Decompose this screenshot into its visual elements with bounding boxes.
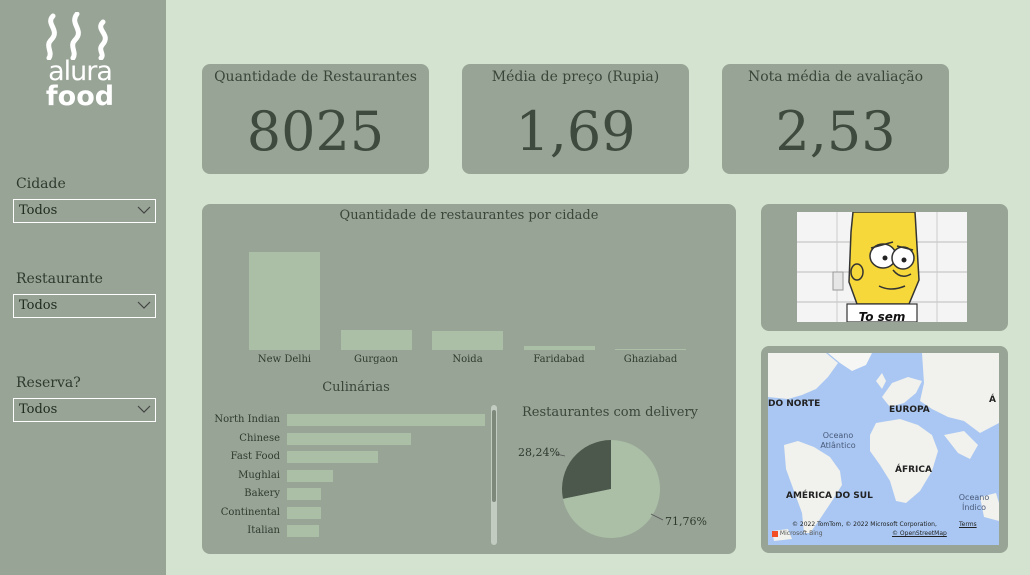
reserva-select[interactable]: Todos (13, 398, 156, 422)
cuisines-scroll-thumb[interactable] (492, 410, 496, 502)
map-label-indian-1: Oceano (958, 493, 990, 502)
bing-logo-text: Microsoft Bing (779, 530, 823, 537)
delivery-chart-title: Restaurantes com delivery (521, 405, 699, 420)
pie-leader-lines (555, 453, 664, 521)
map-label-africa: ÁFRICA (895, 465, 932, 475)
filter-label-cidade: Cidade (16, 176, 66, 192)
city-bar-label: Faridabad (533, 354, 585, 365)
chevron-down-icon (137, 405, 151, 413)
cuisine-label: Mughlai (238, 469, 280, 481)
cuisine-label: Fast Food (230, 451, 280, 462)
city-bar[interactable] (340, 330, 412, 350)
cuisine-bar[interactable] (287, 469, 333, 482)
kpi-title: Média de preço (Rupia) (491, 69, 660, 85)
bing-logo-icon (772, 530, 778, 537)
pie-slice[interactable] (563, 440, 660, 538)
city-bar-label: Noida (452, 354, 483, 365)
pie-label-no: 71,76% (665, 515, 707, 528)
cidade-select-value: Todos (19, 203, 58, 218)
kpi-value: 2,53 (775, 100, 896, 163)
chevron-down-icon (137, 206, 151, 214)
chevron-down-icon (137, 301, 151, 309)
cuisine-bar[interactable] (287, 414, 485, 426)
map-credit: © 2022 TomTom, © 2022 Microsoft Corporat… (792, 521, 937, 528)
filter-label-reserva: Reserva? (16, 375, 81, 391)
cuisine-bar[interactable] (287, 525, 320, 537)
city-bar-label: New Delhi (257, 354, 312, 365)
kpi-card-price: Média de preço (Rupia) 1,69 (462, 64, 689, 174)
cuisines-chart-title: Culinárias (322, 380, 390, 395)
restaurante-select[interactable]: Todos (13, 294, 156, 318)
cuisine-label: Chinese (239, 432, 280, 444)
cuisine-label: Italian (247, 525, 280, 536)
cuisine-label: Continental (220, 506, 280, 518)
cuisine-label: North Indian (214, 414, 280, 425)
map-label-indian-2: Índico (961, 503, 987, 512)
sidebar: alura food Cidade Todos Restaurante Todo… (0, 0, 166, 575)
map-label-atlantic-1: Oceano (822, 431, 854, 440)
bing-logo: Microsoft Bing (772, 530, 823, 537)
pie-label-yes: 28,24% (518, 446, 560, 459)
map-label-north-america: DO NORTE (768, 399, 821, 409)
logo-text-food: food (45, 81, 115, 112)
city-bar-label: Ghaziabad (623, 354, 678, 365)
reserva-select-value: Todos (19, 402, 58, 417)
cuisine-bar[interactable] (287, 451, 378, 463)
kpi-title: Nota média de avaliação (747, 69, 924, 85)
delivery-pie-chart[interactable] (560, 438, 662, 540)
logo-text-alura: alura (48, 56, 113, 87)
restaurante-select-value: Todos (19, 298, 58, 313)
cuisine-label: Bakery (244, 488, 280, 499)
city-bar[interactable] (432, 330, 503, 350)
city-bar[interactable] (523, 345, 595, 350)
map-label-south-america: AMÉRICA DO SUL (786, 491, 873, 501)
map-osm-link[interactable]: © OpenStreetMap (892, 530, 947, 537)
filter-label-restaurante: Restaurante (16, 271, 103, 287)
map-label-atlantic-2: Atlântico (820, 441, 856, 450)
map-label-europe: EUROPA (889, 405, 930, 415)
kpi-value: 8025 (246, 100, 385, 163)
city-bar-label: Gurgaon (353, 354, 399, 365)
cuisine-bar[interactable] (287, 506, 321, 519)
cuisine-bar[interactable] (287, 432, 412, 445)
cities-chart-title: Quantidade de restaurantes por cidade (339, 208, 599, 223)
pie-slice[interactable] (562, 440, 611, 499)
cidade-select[interactable]: Todos (13, 199, 156, 223)
kpi-card-restaurants: Quantidade de Restaurantes 8025 (202, 64, 429, 174)
steam-icon (46, 12, 108, 60)
kpi-value: 1,69 (515, 100, 636, 163)
world-map[interactable]: DO NORTE EUROPA Á Oceano Atlântico ÁFRIC… (768, 353, 999, 545)
map-label-asia: Á (989, 395, 996, 405)
cuisine-bar[interactable] (287, 488, 322, 500)
world-map-shapes (768, 353, 999, 545)
kpi-title: Quantidade de Restaurantes (214, 69, 417, 85)
kpi-card-rating: Nota média de avaliação 2,53 (722, 64, 949, 174)
cartoon-image: To sem (797, 212, 967, 322)
map-terms-link[interactable]: Terms (959, 521, 977, 528)
alura-food-logo: alura food (40, 12, 120, 110)
city-bar[interactable] (249, 252, 320, 350)
cartoon-caption: To sem (859, 310, 906, 322)
cartoon-illustration-icon: To sem (797, 212, 967, 322)
city-bar[interactable] (615, 349, 686, 350)
